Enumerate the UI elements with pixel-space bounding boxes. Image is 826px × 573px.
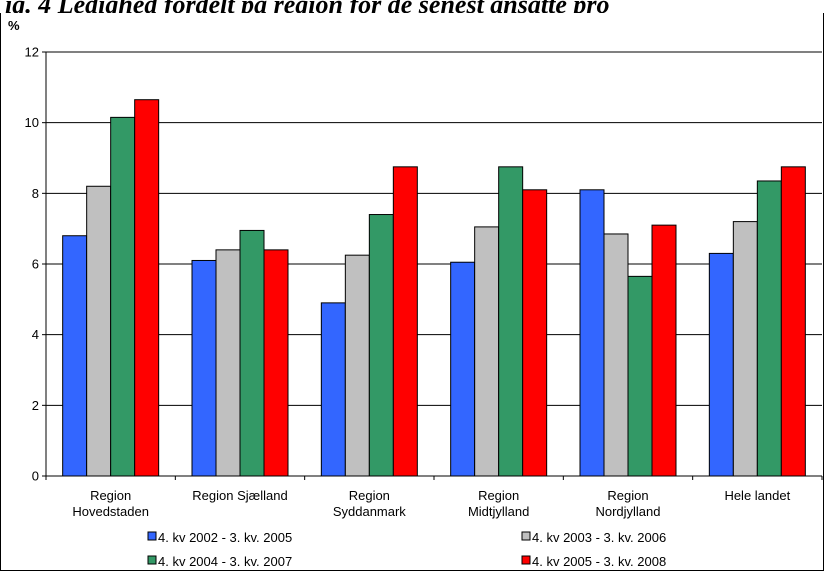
x-tick-labels: Region Hovedstaden Region Sjælland Region Sy…	[72, 488, 790, 519]
bar	[110, 116, 136, 477]
legend: 4. kv 2002 - 3. kv. 2005 4. kv 2003 - 3. …	[147, 530, 666, 569]
x-tick-label: Region Nordjylland	[595, 488, 660, 519]
x-tick-label: Region Syddanmark	[333, 488, 406, 519]
x-tick-label: Region Midtjylland	[468, 488, 529, 519]
bars	[62, 99, 806, 477]
bar	[603, 233, 629, 477]
legend-swatch	[147, 531, 157, 541]
y-tick-label: 6	[32, 257, 39, 272]
bar	[450, 261, 476, 477]
bar	[579, 189, 605, 477]
bar	[263, 249, 289, 477]
legend-label: 4. kv 2003 - 3. kv. 2006	[532, 530, 666, 545]
bar	[708, 252, 734, 477]
legend-swatch	[147, 555, 157, 565]
legend-label: 4. kv 2004 - 3. kv. 2007	[158, 554, 292, 569]
y-tick-label: 0	[32, 469, 39, 484]
bar	[191, 259, 217, 477]
y-tick-label: 4	[32, 327, 39, 342]
bar	[215, 249, 241, 477]
y-tick-label: 2	[32, 398, 39, 413]
bar	[498, 166, 524, 477]
bar	[522, 189, 548, 477]
bar	[368, 214, 394, 477]
y-tick-label: 8	[32, 186, 39, 201]
bar	[651, 224, 677, 477]
x-tick-label: Region Sjælland	[192, 488, 287, 503]
bar	[86, 185, 112, 477]
y-tick-label: 10	[25, 115, 39, 130]
gridlines	[46, 51, 822, 406]
bar	[627, 275, 653, 477]
legend-swatch	[521, 531, 531, 541]
bar	[392, 166, 418, 477]
y-tick-labels: 0 2 4 6 8 10 12	[25, 45, 39, 484]
legend-swatch	[521, 555, 531, 565]
bar	[62, 235, 88, 477]
bar	[756, 180, 782, 477]
bar	[344, 254, 370, 477]
bar	[134, 99, 160, 477]
bar	[320, 302, 346, 477]
axes	[42, 51, 823, 480]
y-tick-label: 12	[25, 45, 39, 60]
bar	[780, 166, 806, 477]
bar	[239, 229, 265, 477]
bar	[474, 226, 500, 477]
x-tick-label: Region Hovedstaden	[72, 488, 149, 519]
y-axis-label: %	[8, 18, 20, 33]
bar	[732, 221, 758, 477]
legend-label: 4. kv 2005 - 3. kv. 2008	[532, 554, 666, 569]
x-tick-label: Hele landet	[724, 488, 790, 503]
legend-label: 4. kv 2002 - 3. kv. 2005	[158, 530, 292, 545]
